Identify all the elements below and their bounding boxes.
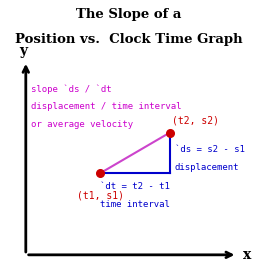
Text: displacement: displacement bbox=[175, 163, 239, 172]
Text: time interval: time interval bbox=[100, 200, 170, 209]
Text: Position vs.  Clock Time Graph: Position vs. Clock Time Graph bbox=[15, 33, 243, 46]
Text: or average velocity: or average velocity bbox=[31, 120, 133, 129]
Text: y: y bbox=[19, 44, 27, 58]
Text: (t1, s1): (t1, s1) bbox=[77, 190, 124, 200]
Text: The Slope of a: The Slope of a bbox=[76, 8, 182, 21]
Text: (t2, s2): (t2, s2) bbox=[172, 116, 219, 126]
Text: slope `ds / `dt: slope `ds / `dt bbox=[31, 84, 112, 94]
Text: displacement / time interval: displacement / time interval bbox=[31, 102, 181, 111]
Text: x: x bbox=[243, 248, 251, 262]
Text: `ds = s2 - s1: `ds = s2 - s1 bbox=[175, 145, 245, 154]
Text: `dt = t2 - t1: `dt = t2 - t1 bbox=[100, 182, 170, 191]
